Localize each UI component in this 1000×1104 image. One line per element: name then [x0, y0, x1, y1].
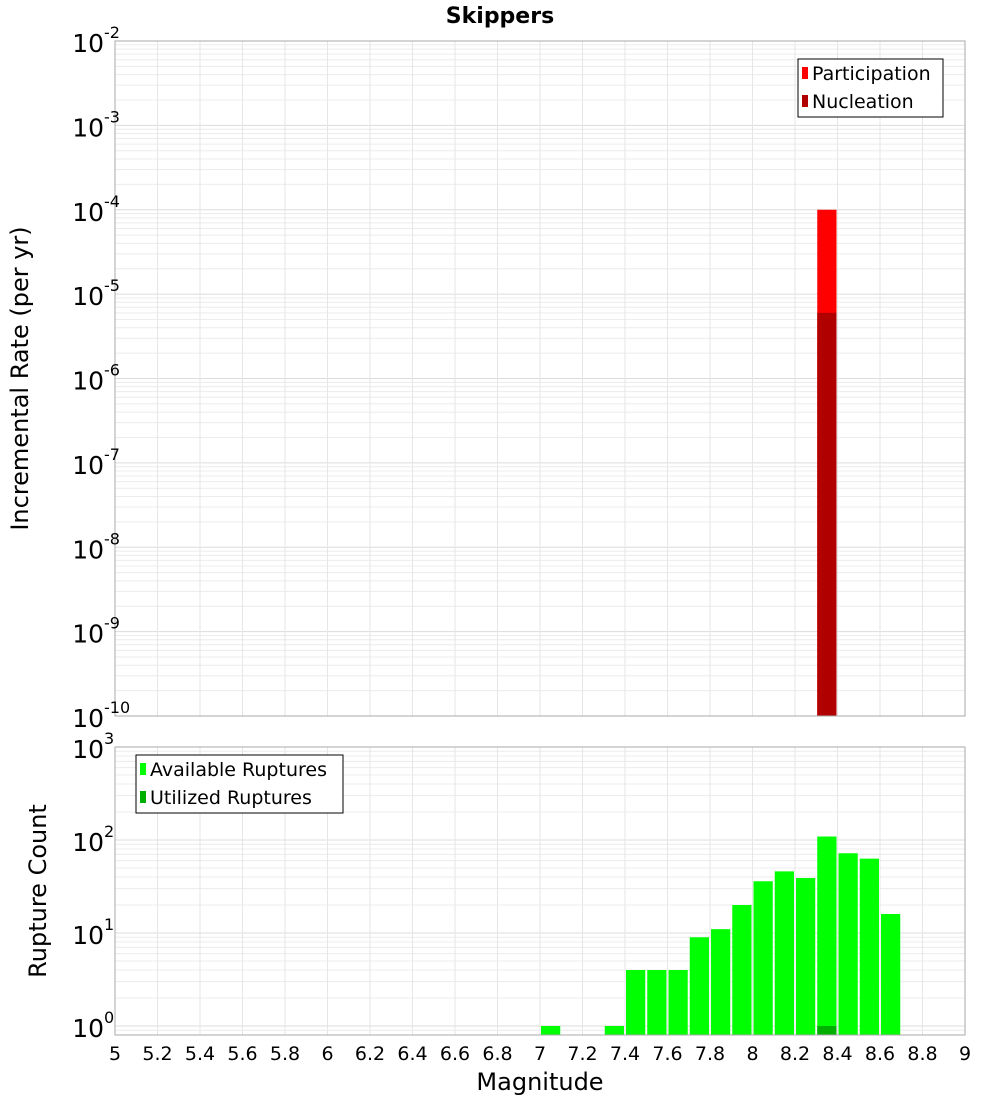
x-tick-label: 8.8	[907, 1043, 937, 1065]
x-tick-label: 8	[746, 1043, 758, 1065]
chart-title: Skippers	[446, 4, 554, 29]
x-axis-label: Magnitude	[476, 1068, 603, 1096]
x-tick-label: 5.8	[270, 1043, 300, 1065]
bar-nucleation	[817, 312, 837, 716]
y-tick-exponent: 1	[104, 915, 114, 934]
x-tick-label: 7.6	[652, 1043, 682, 1065]
x-tick-label: 6.4	[397, 1043, 427, 1065]
legend-swatch	[140, 791, 146, 803]
plot-frame	[114, 40, 966, 717]
x-tick-label: 7	[534, 1043, 546, 1065]
x-tick-label: 7.4	[610, 1043, 640, 1065]
y-tick-label: 10	[72, 620, 104, 649]
bar-available-ruptures	[859, 858, 879, 1035]
x-tick-label: 7.8	[695, 1043, 725, 1065]
x-tick-label: 8.6	[865, 1043, 895, 1065]
x-tick-label: 8.2	[780, 1043, 810, 1065]
legend-label: Available Ruptures	[150, 759, 327, 781]
bar-available-ruptures	[838, 853, 858, 1035]
y-tick-exponent: 3	[104, 729, 114, 748]
bar-utilized-ruptures	[817, 1025, 837, 1035]
bar-available-ruptures	[711, 929, 731, 1035]
x-tick-label: 5.4	[185, 1043, 215, 1065]
x-tick-label: 7.2	[567, 1043, 597, 1065]
legend-box	[135, 754, 344, 814]
y-tick-label: 10	[72, 282, 104, 311]
legend-box	[797, 58, 944, 118]
y-axis-label: Incremental Rate (per yr)	[6, 226, 34, 530]
x-tick-label: 8.4	[822, 1043, 852, 1065]
y-tick-label: 10	[72, 535, 104, 564]
y-tick-exponent: 0	[104, 1008, 114, 1027]
bar-available-ruptures	[647, 969, 667, 1035]
y-tick-label: 10	[72, 1014, 104, 1043]
y-tick-label: 10	[72, 828, 104, 857]
x-tick-label: 5.6	[227, 1043, 257, 1065]
x-tick-label: 5	[109, 1043, 121, 1065]
legend-label: Participation	[812, 63, 931, 85]
y-tick-label: 10	[72, 704, 104, 733]
bar-available-ruptures	[881, 914, 901, 1035]
legend-swatch	[802, 95, 808, 107]
y-tick-label: 10	[72, 367, 104, 396]
x-tick-label: 6.2	[355, 1043, 385, 1065]
x-tick-label: 9	[959, 1043, 971, 1065]
y-tick-exponent: -4	[104, 192, 120, 211]
legend-swatch	[802, 67, 808, 79]
legend-swatch	[140, 763, 146, 775]
y-tick-label: 10	[72, 198, 104, 227]
y-tick-exponent: -2	[104, 23, 120, 42]
y-tick-exponent: -5	[104, 276, 120, 295]
bar-available-ruptures	[541, 1025, 561, 1035]
y-tick-exponent: -8	[104, 529, 120, 548]
legend: Participation Nucleation	[797, 58, 944, 118]
bar-available-ruptures	[626, 969, 646, 1035]
x-tick-label: 6	[321, 1043, 333, 1065]
y-tick-label: 10	[72, 735, 104, 764]
legend-label: Utilized Ruptures	[150, 787, 312, 809]
y-tick-exponent: -10	[104, 698, 130, 717]
y-tick-label: 10	[72, 921, 104, 950]
y-tick-label: 10	[72, 29, 104, 58]
bar-available-ruptures	[774, 871, 794, 1035]
bar-available-ruptures	[753, 881, 773, 1035]
bar-available-ruptures	[604, 1025, 624, 1035]
legend-label: Nucleation	[812, 91, 914, 113]
bar-available-ruptures	[732, 904, 752, 1035]
x-tick-label: 6.8	[482, 1043, 512, 1065]
y-tick-exponent: -6	[104, 361, 120, 380]
plot-frame	[114, 746, 966, 1036]
bar-available-ruptures	[689, 937, 709, 1035]
y-tick-exponent: -7	[104, 445, 120, 464]
bar-available-ruptures	[817, 836, 837, 1035]
y-axis-label: Rupture Count	[24, 804, 52, 978]
y-tick-exponent: 2	[104, 822, 114, 841]
y-tick-exponent: -9	[104, 614, 120, 633]
y-tick-exponent: -3	[104, 107, 120, 126]
x-tick-label: 5.2	[142, 1043, 172, 1065]
bar-available-ruptures	[668, 969, 688, 1035]
legend: Available Ruptures Utilized Ruptures	[135, 754, 344, 814]
y-tick-label: 10	[72, 451, 104, 480]
bar-available-ruptures	[796, 878, 816, 1035]
y-tick-label: 10	[72, 113, 104, 142]
x-tick-label: 6.6	[440, 1043, 470, 1065]
